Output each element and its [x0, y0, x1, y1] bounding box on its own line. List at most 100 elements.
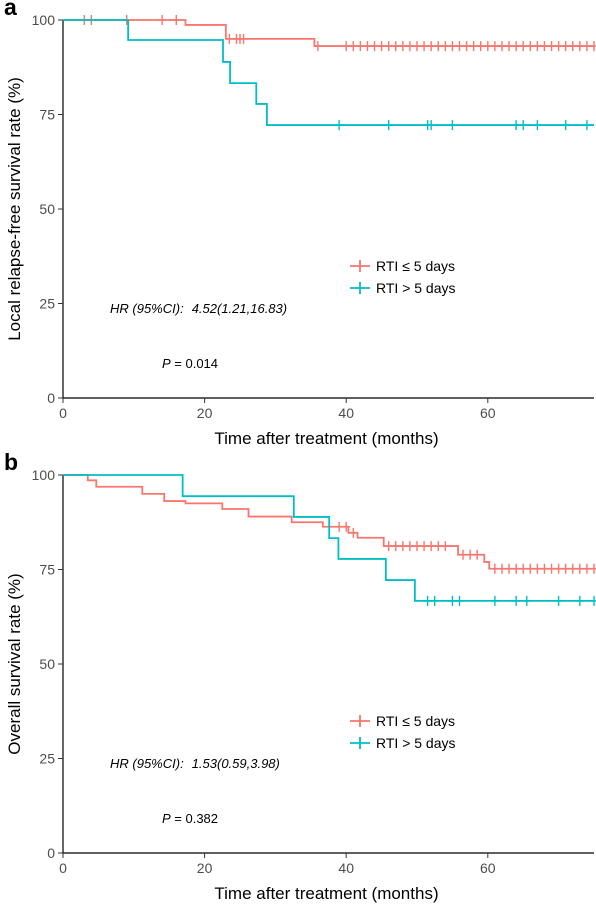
censor-mark: [405, 541, 414, 552]
legend: RTI ≤ 5 days RTI > 5 days: [350, 713, 456, 751]
censor-mark: [342, 41, 351, 52]
y-axis-title: Overall survival rate (%): [5, 573, 24, 754]
censor-mark: [476, 41, 485, 52]
censor-mark: [505, 563, 514, 574]
censor-mark: [441, 41, 450, 52]
censor-mark: [575, 595, 584, 606]
series-2: [63, 19, 594, 131]
censor-mark: [448, 41, 457, 52]
chart-svg-b: 0 25 50 75 100 0 20 40 60 Time after treatment (m…: [5, 467, 596, 903]
legend: RTI ≤ 5 days RTI > 5 days: [350, 258, 456, 296]
censor-mark: [522, 595, 531, 606]
censor-mark: [430, 595, 439, 606]
censor-mark: [490, 563, 499, 574]
y-tick-label: 50: [39, 656, 55, 672]
censor-mark: [459, 549, 468, 560]
censor-mark: [505, 41, 514, 52]
censor-mark: [547, 41, 556, 52]
censor-mark: [384, 120, 393, 131]
censor-mark: [370, 41, 379, 52]
censor-mark: [172, 15, 181, 25]
censor-mark: [427, 120, 436, 131]
censor-mark: [519, 563, 528, 574]
censor-mark: [349, 527, 358, 538]
y-tick-label: 50: [39, 201, 55, 217]
censor-mark: [575, 41, 584, 52]
censor-mark: [561, 120, 570, 131]
y-tick-label: 75: [39, 107, 55, 123]
survival-curve: [63, 474, 594, 570]
hr-value: 4.52(1.21,16.83): [192, 301, 287, 316]
censor-mark: [427, 41, 436, 52]
series-1: [63, 474, 596, 574]
x-tick-label: 0: [59, 860, 67, 876]
censor-mark: [533, 41, 542, 52]
censor-mark: [561, 41, 570, 52]
censor-mark: [533, 563, 542, 574]
censor-mark: [349, 41, 358, 52]
legend-key: [350, 260, 370, 272]
censor-mark: [547, 563, 556, 574]
censor-mark: [356, 41, 365, 52]
censor-mark: [582, 563, 591, 574]
censor-mark: [466, 549, 475, 560]
censor-mark: [490, 41, 499, 52]
x-tick-label: 20: [197, 405, 213, 421]
p-value-annotation: P = 0.382: [162, 811, 218, 826]
censor-mark: [455, 41, 464, 52]
legend-key: [350, 737, 370, 749]
censor-mark: [434, 541, 443, 552]
p-value: = 0.382: [171, 811, 218, 826]
x-tick-label: 60: [480, 405, 496, 421]
y-tick-label: 100: [32, 12, 56, 28]
panel-label-b: b: [4, 449, 19, 475]
censor-mark: [225, 33, 234, 44]
censor-mark: [497, 41, 506, 52]
censor-mark: [313, 41, 322, 52]
censor-mark: [335, 521, 344, 532]
censor-mark: [434, 41, 443, 52]
censor-mark: [158, 15, 167, 25]
censor-mark: [335, 120, 344, 131]
censor-mark: [398, 541, 407, 552]
y-tick-label: 100: [32, 467, 56, 483]
censor-mark: [497, 563, 506, 574]
survival-chart-b: b 0 25 50 75 100 0 20 40 60 Time after treatment …: [0, 449, 596, 909]
survival-chart-a: a 0 25 50 75 100 0 20 40 60 Time after treatment …: [0, 0, 596, 454]
censor-mark: [448, 595, 457, 606]
censor-mark: [590, 41, 596, 52]
p-value: = 0.014: [171, 356, 218, 371]
censor-mark: [473, 549, 482, 560]
censor-mark: [413, 541, 421, 552]
censor-mark: [575, 563, 584, 574]
censor-mark: [554, 595, 563, 606]
censor-mark: [469, 41, 478, 52]
hr-label: HR (95%CI):: [110, 756, 184, 771]
p-label: P: [162, 356, 171, 371]
censor-mark: [526, 563, 535, 574]
censor-mark: [342, 521, 351, 532]
x-tick-label: 40: [338, 860, 354, 876]
censor-mark: [423, 595, 432, 606]
censor-mark: [377, 41, 386, 52]
legend-label: RTI > 5 days: [376, 735, 456, 751]
x-axis-title: Time after treatment (months): [214, 429, 438, 448]
x-tick-label: 40: [338, 405, 354, 421]
y-tick-label: 25: [39, 751, 55, 767]
survival-curve: [63, 19, 594, 47]
censor-mark: [398, 41, 407, 52]
censor-mark: [384, 541, 393, 552]
censor-mark: [519, 120, 528, 131]
censor-mark: [540, 563, 549, 574]
censor-mark: [483, 41, 492, 52]
x-axis-title: Time after treatment (months): [214, 884, 438, 903]
legend-label: RTI ≤ 5 days: [376, 258, 455, 274]
series-2: [63, 474, 596, 606]
legend-key: [350, 715, 370, 727]
p-label: P: [162, 811, 171, 826]
censor-mark: [391, 41, 400, 52]
censor-mark: [554, 41, 563, 52]
censor-mark: [420, 541, 429, 552]
x-tick-label: 0: [59, 405, 67, 421]
censor-mark: [561, 563, 570, 574]
